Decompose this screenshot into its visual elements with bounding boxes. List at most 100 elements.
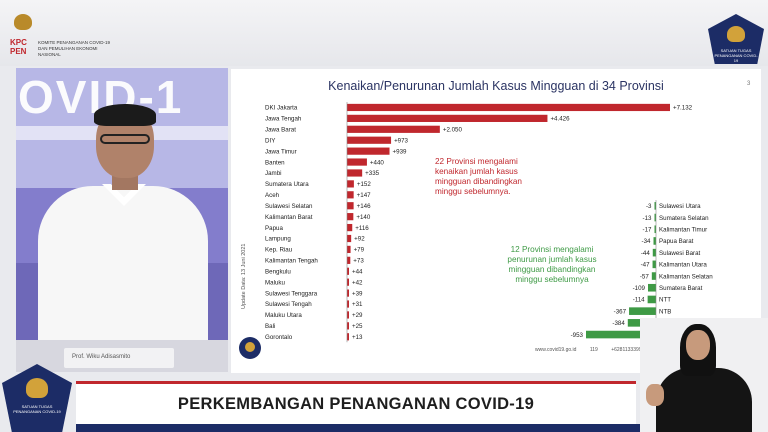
- increase-value-label: +939: [393, 148, 407, 155]
- decrease-note: 12 Provinsi mengalami penurunan jumlah k…: [507, 245, 597, 284]
- province-label: NTT: [659, 297, 671, 304]
- increase-bar: [347, 311, 349, 319]
- decrease-bar: [652, 260, 656, 269]
- province-label: DIY: [265, 137, 275, 144]
- increase-value-label: +335: [365, 170, 379, 177]
- kpcpen-logo-text: KPC PEN: [10, 38, 27, 56]
- increase-bar: [347, 234, 352, 243]
- emblem-text: SATUAN TUGAS PENANGANAN COVID-19: [13, 404, 61, 414]
- increase-value-label: +146: [357, 203, 371, 210]
- increase-bar: [347, 256, 351, 264]
- increase-bar: [347, 213, 354, 221]
- decrease-bar: [647, 295, 656, 304]
- decrease-bar: [654, 202, 656, 210]
- decrease-value-label: -384: [612, 320, 625, 327]
- decrease-value-label: -47: [641, 262, 651, 269]
- weekly-cases-chart: DKI Jakarta +7.132 Jawa Tengah +4.426 Jawa B…: [265, 102, 719, 343]
- decrease-bar: [653, 237, 656, 245]
- increase-value-label: +147: [357, 192, 371, 199]
- increase-value-label: +13: [352, 334, 363, 341]
- increase-bar: [347, 125, 440, 133]
- province-label: Kalimantan Selatan: [659, 273, 713, 280]
- increase-value-label: +973: [394, 137, 408, 144]
- sign-language-interpreter: [640, 318, 768, 432]
- increase-bar: [347, 322, 349, 330]
- province-label: Jawa Barat: [265, 127, 296, 134]
- decrease-bar: [629, 307, 656, 315]
- decrease-value-label: -953: [571, 332, 584, 339]
- interpreter-hand: [646, 384, 664, 406]
- satgas-small-logo: [239, 337, 261, 359]
- province-label: Sulawesi Utara: [659, 203, 701, 210]
- increase-bar: [347, 147, 390, 155]
- increase-note: 22 Provinsi mengalami kenaikan jumlah ka…: [435, 157, 522, 196]
- increase-value-label: +42: [352, 279, 363, 286]
- decrease-value-label: -114: [633, 297, 645, 304]
- province-label: Jawa Timur: [265, 148, 297, 155]
- increase-value-label: +140: [356, 214, 370, 221]
- increase-bar: [347, 180, 354, 188]
- decrease-value-label: -34: [642, 238, 652, 245]
- presentation-slide: Kenaikan/Penurunan Jumlah Kasus Mingguan…: [231, 69, 761, 373]
- province-label: Papua: [265, 225, 283, 232]
- increase-bar: [347, 202, 354, 210]
- decrease-bar: [654, 225, 656, 234]
- increase-bar: [347, 114, 548, 122]
- nameplate-text: Prof. Wiku Adisasmito: [72, 354, 131, 360]
- lower-third-title: PERKEMBANGAN PENANGANAN COVID-19: [177, 395, 535, 413]
- province-label: Aceh: [265, 192, 280, 199]
- nameplate: Prof. Wiku Adisasmito: [64, 348, 174, 368]
- decrease-value-label: -17: [643, 226, 653, 233]
- increase-value-label: +7.132: [673, 105, 693, 112]
- province-label: Maluku: [265, 279, 286, 286]
- decrease-bar: [651, 272, 656, 280]
- province-label: Papua Barat: [659, 238, 694, 245]
- increase-bar: [347, 289, 349, 297]
- increase-bar: [347, 136, 392, 144]
- garuda-icon: [727, 26, 745, 42]
- increase-bar: [347, 278, 349, 286]
- whatsapp-number: +6281133399000: [611, 347, 650, 353]
- page-number: 3: [747, 81, 751, 87]
- decrease-value-label: -3: [646, 203, 652, 210]
- increase-value-label: +440: [370, 159, 384, 166]
- speaker-glasses: [100, 134, 150, 144]
- province-label: Gorontalo: [265, 334, 293, 341]
- province-label: DKI Jakarta: [265, 105, 298, 112]
- province-label: Sumatera Utara: [265, 181, 309, 188]
- increase-value-label: +39: [352, 290, 363, 297]
- decrease-bar: [652, 248, 656, 257]
- province-label: Kalimantan Tengah: [265, 258, 318, 265]
- decrease-bar: [654, 213, 656, 222]
- province-label: Sulawesi Tenggara: [265, 290, 318, 297]
- slide-title: Kenaikan/Penurunan Jumlah Kasus Mingguan…: [328, 79, 664, 93]
- increase-bar: [347, 333, 349, 341]
- speaker: [38, 104, 208, 372]
- province-label: NTB: [659, 308, 671, 315]
- increase-value-label: +25: [352, 323, 363, 330]
- province-label: Banten: [265, 159, 285, 166]
- increase-value-label: +152: [357, 181, 371, 188]
- increase-bar: [347, 169, 363, 177]
- website-link: www.covid19.go.id: [535, 347, 577, 353]
- increase-value-label: +4.426: [550, 116, 570, 123]
- decrease-bar: [647, 283, 656, 292]
- increase-bar: [347, 103, 670, 112]
- increase-bar: [347, 223, 353, 232]
- decrease-value-label: -13: [643, 215, 653, 222]
- increase-value-label: +92: [354, 236, 365, 243]
- province-label: Kalimantan Utara: [659, 262, 707, 269]
- decrease-value-label: -367: [614, 308, 627, 315]
- decrease-value-label: -57: [640, 273, 650, 280]
- satgas-emblem: SATUAN TUGAS PENANGANAN COVID-19: [2, 364, 72, 432]
- satgas-logo: SATUAN TUGAS PENANGANAN COVID-19: [708, 14, 764, 64]
- increase-value-label: +79: [354, 247, 365, 254]
- increase-bar: [347, 158, 367, 166]
- province-label: Kep. Riau: [265, 247, 293, 254]
- increase-value-label: +2.050: [443, 127, 463, 134]
- province-label: Maluku Utara: [265, 312, 302, 319]
- interpreter-face: [686, 330, 710, 360]
- decrease-value-label: -109: [633, 285, 646, 292]
- province-label: Kalimantan Barat: [265, 214, 313, 221]
- province-label: Kalimantan Timur: [659, 226, 707, 233]
